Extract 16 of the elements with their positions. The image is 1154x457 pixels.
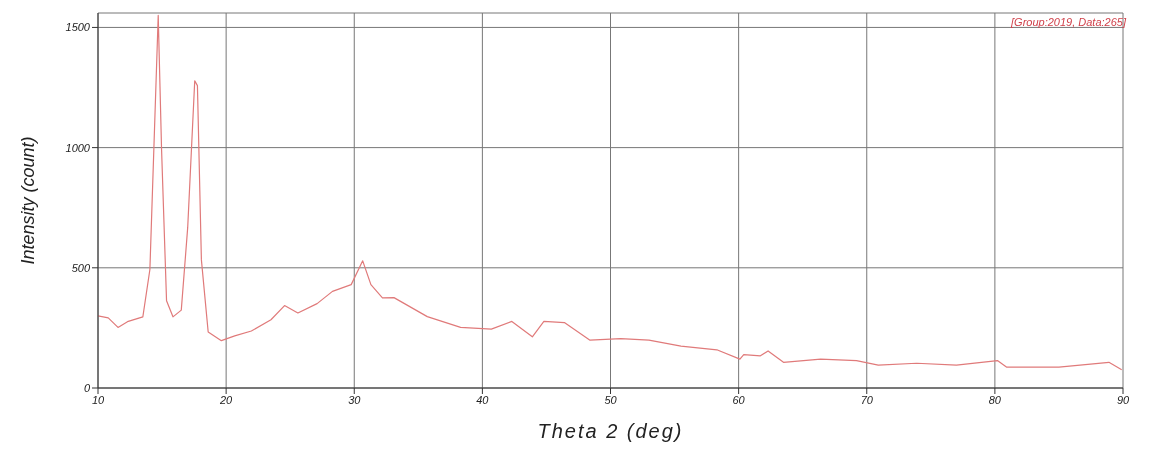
x-tick-label: 70 xyxy=(860,393,874,406)
y-tick-label: 0 xyxy=(83,381,91,394)
y-axis-title: Intensity (count) xyxy=(18,136,39,265)
annotation: [Group:2019, Data:265] xyxy=(1011,16,1126,28)
x-tick-label: 50 xyxy=(604,393,618,406)
x-tick-label: 20 xyxy=(219,393,234,406)
y-tick-label: 1000 xyxy=(65,141,91,154)
y-tick-label: 1500 xyxy=(65,21,91,34)
y-tick-label: 500 xyxy=(71,261,91,274)
x-tick-label: 80 xyxy=(988,393,1002,406)
x-tick-label: 40 xyxy=(476,393,490,406)
x-tick-label: 90 xyxy=(1116,393,1130,406)
x-tick-label: 10 xyxy=(91,393,105,406)
x-axis-title: Theta 2 (deg) xyxy=(537,420,684,442)
x-tick-label: 30 xyxy=(348,393,362,406)
x-tick-label: 60 xyxy=(732,393,746,406)
